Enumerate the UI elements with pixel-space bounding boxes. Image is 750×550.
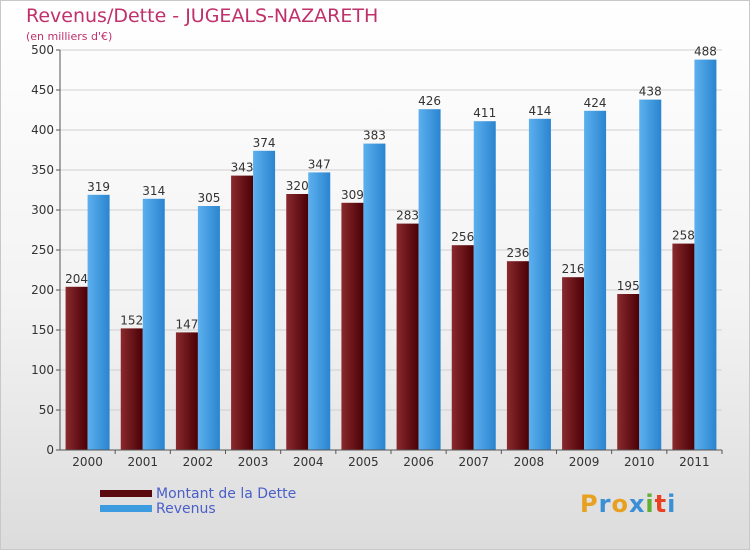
data-label: 314 [142,184,165,198]
data-label: 426 [418,94,441,108]
data-label: 343 [231,161,254,175]
x-tick-label: 2002 [183,455,214,469]
data-label: 488 [694,45,717,59]
data-label: 283 [396,209,419,223]
y-tick-label: 350 [31,163,54,177]
bar-revenus [142,198,165,450]
bar-revenus [197,206,220,450]
y-tick-label: 500 [31,43,54,57]
x-tick-label: 2006 [403,455,434,469]
bar-revenus [87,194,110,450]
data-label: 309 [341,188,364,202]
proxiti-logo: Proxiti [580,490,677,518]
bar-revenus [363,143,386,450]
x-tick-label: 2011 [679,455,710,469]
x-tick-label: 2005 [348,455,379,469]
x-tick-label: 2004 [293,455,324,469]
bar-dette [396,223,419,450]
data-label: 305 [197,191,220,205]
data-label: 152 [120,313,143,327]
data-label: 256 [451,230,474,244]
bar-revenus [694,59,717,450]
x-tick-label: 2007 [458,455,489,469]
data-label: 204 [65,272,88,286]
legend-swatch-dette [100,490,152,497]
y-tick-label: 100 [31,363,54,377]
bar-dette [65,286,88,450]
bar-dette [286,194,309,450]
bar-dette [562,277,585,450]
bar-revenus [473,121,496,450]
bar-dette [617,294,640,450]
data-label: 414 [528,104,551,118]
bar-dette [341,202,364,450]
data-label: 320 [286,179,309,193]
x-tick-label: 2008 [514,455,545,469]
legend-label-revenus: Revenus [156,501,216,517]
data-label: 319 [87,180,110,194]
y-tick-label: 400 [31,123,54,137]
y-tick-label: 300 [31,203,54,217]
data-label: 374 [253,136,276,150]
bar-revenus [528,118,551,451]
bar-dette [506,261,529,450]
bar-revenus [639,99,662,450]
data-label: 195 [617,279,640,293]
x-tick-label: 2001 [127,455,158,469]
data-label: 347 [308,157,331,171]
data-label: 258 [672,229,695,243]
x-tick-label: 2003 [238,455,269,469]
data-label: 424 [584,96,607,110]
x-tick-label: 2000 [72,455,103,469]
legend-swatch-revenus [100,505,152,512]
data-label: 383 [363,129,386,143]
bar-dette [120,328,143,450]
bar-dette [175,332,198,450]
y-tick-label: 0 [46,443,54,457]
data-label: 216 [562,262,585,276]
legend-label-dette: Montant de la Dette [156,486,297,502]
y-tick-label: 150 [31,323,54,337]
bar-revenus [418,109,441,450]
bar-revenus [308,172,331,450]
data-label: 438 [639,85,662,99]
y-tick-label: 250 [31,243,54,257]
chart-title: Revenus/Dette - JUGEALS-NAZARETH [26,5,379,27]
data-label: 411 [473,106,496,120]
x-tick-label: 2010 [624,455,655,469]
y-tick-label: 200 [31,283,54,297]
chart-subtitle: (en milliers d'€) [26,30,113,43]
data-label: 147 [175,317,198,331]
data-label: 236 [506,246,529,260]
bar-revenus [253,150,276,451]
y-tick-label: 50 [39,403,54,417]
bar-dette [672,243,695,450]
bar-dette [451,245,474,450]
bar-dette [231,175,254,450]
y-tick-label: 450 [31,83,54,97]
x-tick-label: 2009 [569,455,600,469]
bar-revenus [584,110,607,451]
